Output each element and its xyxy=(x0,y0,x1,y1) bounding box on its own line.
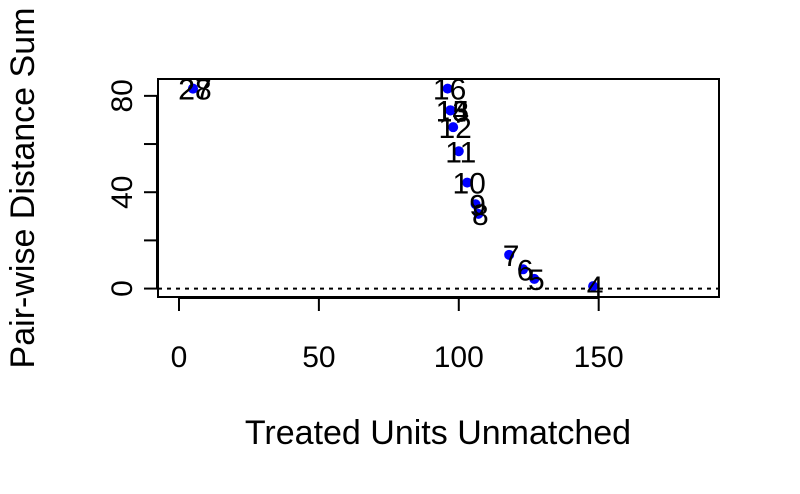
x-tick-label: 0 xyxy=(171,341,188,374)
data-point xyxy=(462,177,473,188)
point-label: 27 xyxy=(178,74,211,107)
y-tick-label: 80 xyxy=(106,79,139,112)
y-axis-title: Pair-wise Distance Sum xyxy=(4,8,42,369)
point-label: 5 xyxy=(528,264,545,297)
point-label: 10 xyxy=(452,168,485,201)
point-label: 14 xyxy=(436,95,469,128)
point-label: 13 xyxy=(436,95,469,128)
point-label: 9 xyxy=(469,189,486,222)
x-axis-title: Treated Units Unmatched xyxy=(245,414,631,452)
x-tick-label: 100 xyxy=(434,341,484,374)
data-point xyxy=(448,122,459,133)
data-point xyxy=(473,208,484,219)
point-label: 7 xyxy=(503,240,520,273)
y-tick-label: 0 xyxy=(106,280,139,297)
data-point xyxy=(187,83,198,94)
data-point xyxy=(453,146,464,157)
data-point xyxy=(442,83,453,94)
point-label: 12 xyxy=(439,112,472,145)
x-axis: 0 50 100 150 xyxy=(171,297,624,374)
point-label: 8 xyxy=(472,199,489,232)
point-label: 28 xyxy=(178,74,211,107)
point-label: 16 xyxy=(433,74,466,107)
data-point xyxy=(445,105,456,116)
point-label: 4 xyxy=(587,271,604,304)
data-point xyxy=(529,273,540,284)
point-label: 6 xyxy=(517,254,534,287)
data-point xyxy=(504,249,515,260)
y-axis: 0 40 80 xyxy=(106,79,158,297)
point-label: 15 xyxy=(436,95,469,128)
data-point xyxy=(588,281,599,292)
data-point xyxy=(518,264,529,275)
y-tick-label: 40 xyxy=(106,176,139,209)
x-tick-label: 50 xyxy=(302,341,335,374)
point-label: 11 xyxy=(445,136,476,169)
x-tick-label: 150 xyxy=(574,341,624,374)
data-point xyxy=(470,199,481,210)
